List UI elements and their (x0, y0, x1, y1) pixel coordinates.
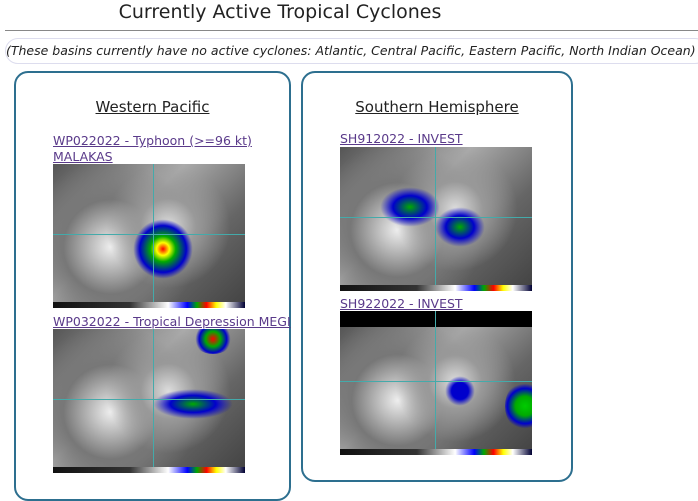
storm-link-wp032022[interactable]: WP032022 - Tropical Depression MEGI (53, 314, 291, 329)
divider (5, 30, 698, 31)
satellite-image-sh912022[interactable] (340, 147, 532, 291)
satellite-image-sh922022[interactable] (340, 311, 532, 455)
satellite-image-wp022022[interactable] (53, 164, 245, 308)
storm-link-sh912022[interactable]: SH912022 - INVEST (340, 131, 463, 146)
basin-title: Western Pacific (95, 98, 210, 116)
satellite-image-wp032022[interactable] (53, 329, 245, 473)
inactive-basins-notice: (These basins currently have no active c… (5, 38, 698, 64)
basin-card-western-pacific: Western Pacific WP022022 - Typhoon (>=96… (14, 71, 291, 501)
basin-title: Southern Hemisphere (355, 98, 519, 116)
storm-link-sh922022[interactable]: SH922022 - INVEST (340, 296, 463, 311)
storm-link-wp022022[interactable]: WP022022 - Typhoon (>=96 kt) MALAKAS (53, 133, 252, 164)
page-title: Currently Active Tropical Cyclones (118, 1, 442, 23)
basin-card-southern-hemisphere: Southern Hemisphere SH912022 - INVEST SH… (301, 71, 573, 482)
